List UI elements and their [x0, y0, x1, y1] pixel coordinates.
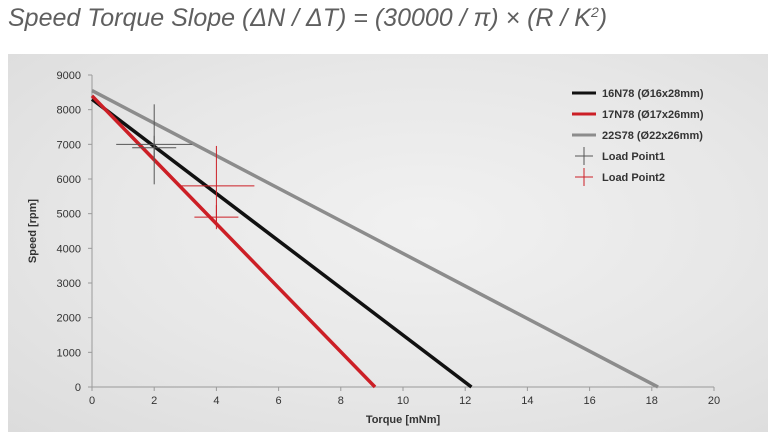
markers-layer	[116, 104, 255, 230]
legend-22s78-label: 22S78 (Ø22x26mm)	[602, 130, 703, 142]
x-tick-label: 8	[338, 395, 344, 407]
x-tick-label: 10	[397, 395, 409, 407]
legend: 16N78 (Ø16x28mm) 17N78 (Ø17x26mm) 22S78 (Ø…	[572, 88, 704, 186]
x-tick-label: 0	[89, 395, 95, 407]
title-close: )	[598, 4, 608, 32]
x-tick-label: 2	[151, 395, 157, 407]
x-tick-label: 4	[213, 395, 219, 407]
y-tick-label: 0	[75, 382, 81, 394]
chart-title: Speed Torque Slope (ΔN / ΔT) = (30000 / …	[8, 4, 607, 33]
x-tick-label: 12	[459, 395, 471, 407]
series-line-16n78	[90, 97, 473, 389]
y-tick-label: 5000	[57, 209, 81, 221]
series-line-17n78	[90, 94, 377, 389]
y-tick-label: 9000	[57, 70, 81, 82]
title-text: Speed Torque Slope (ΔN / ΔT) = (30000 / …	[8, 4, 591, 32]
x-tick-label: 16	[583, 395, 595, 407]
y-tick-label: 4000	[57, 243, 81, 255]
y-tick-label: 6000	[57, 174, 81, 186]
legend-17n78-label: 17N78 (Ø17x26mm)	[602, 109, 704, 121]
title-superscript: 2	[590, 4, 599, 20]
legend-load-point2-label: Load Point2	[602, 172, 665, 184]
chart-panel	[8, 54, 768, 432]
load-point2-cross-small	[194, 205, 239, 230]
legend-load-point1-label: Load Point1	[602, 151, 665, 163]
series-line-22s78	[91, 89, 659, 389]
x-tick-label: 14	[521, 395, 533, 407]
x-tick-label: 20	[708, 395, 720, 407]
y-tick-label: 7000	[57, 139, 81, 151]
y-tick-label: 3000	[57, 278, 81, 290]
y-axis-label: Speed [rpm]	[27, 199, 39, 264]
axes: 0 1000 2000 3000 4000 5000 6000 7000 8000 9000 0 2 4…	[57, 70, 721, 407]
legend-16n78-label: 16N78 (Ø16x28mm)	[602, 88, 704, 100]
y-tick-label: 1000	[57, 347, 81, 359]
y-tick-label: 2000	[57, 313, 81, 325]
x-tick-label: 6	[276, 395, 282, 407]
load-point1-cross-small	[132, 135, 177, 160]
x-tick-label: 18	[646, 395, 658, 407]
y-tick-label: 8000	[57, 105, 81, 117]
x-axis-label: Torque [mNm]	[366, 414, 441, 426]
